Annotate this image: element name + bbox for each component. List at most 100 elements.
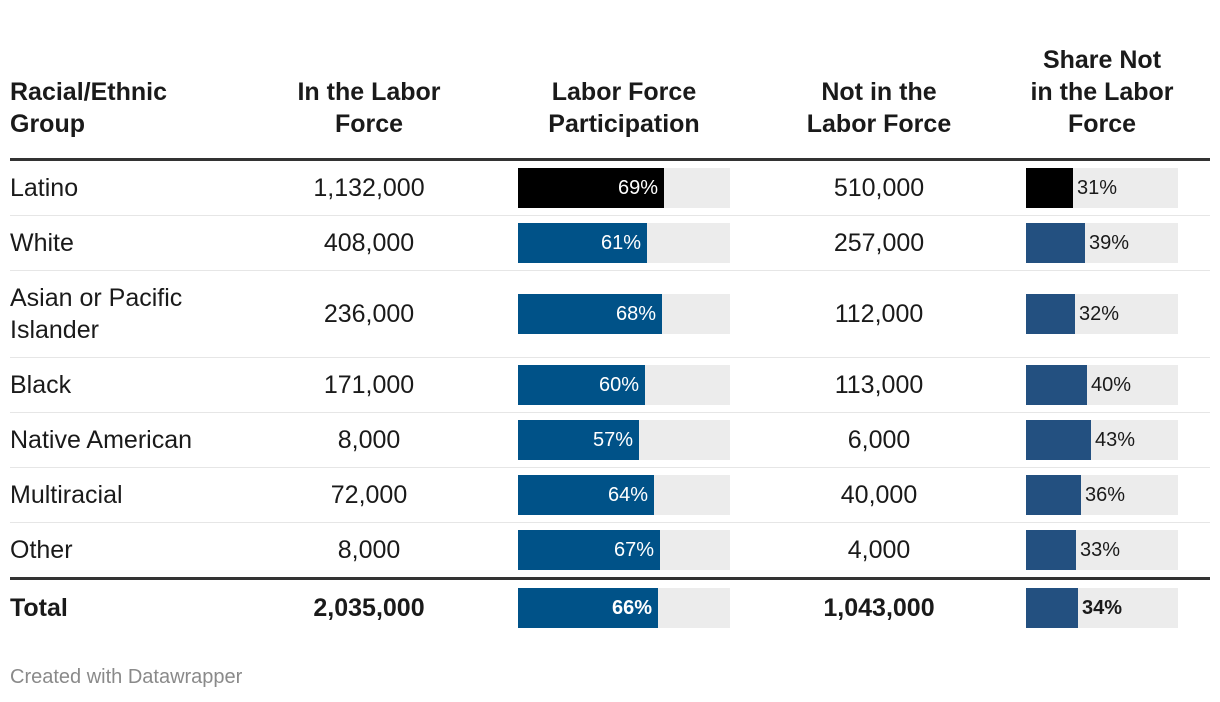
table-row: Other 8,000 67% 4,000 33%: [10, 523, 1210, 577]
group-label-line: Other: [10, 536, 73, 564]
share-bar-track: 33%: [1026, 530, 1178, 570]
not-in-labor-force-value: 257,000: [833, 229, 925, 257]
group-label-line: White: [10, 229, 74, 257]
lfp-bar-track: 61%: [518, 223, 730, 263]
lfp-bar: [518, 223, 647, 263]
share-label: 36%: [1085, 483, 1126, 506]
group-name: Other: [10, 523, 250, 577]
header-not-in-labor-force: Not in the Labor Force: [806, 78, 952, 138]
in-labor-force-value: 8,000: [337, 536, 401, 564]
share-bar: [1026, 168, 1073, 208]
share-bar: [1026, 530, 1076, 570]
lfp-bar-track: 69%: [518, 168, 730, 208]
lfp-label: 68%: [615, 302, 656, 325]
in-labor-force-value: 171,000: [323, 371, 415, 399]
not-in-labor-force-value: 112,000: [834, 300, 924, 328]
lfp-bar: [518, 475, 654, 515]
share-bar-track: 31%: [1026, 168, 1178, 208]
header-in-labor-force: In the Labor Force: [297, 78, 441, 138]
total-rule: [10, 577, 1210, 580]
group-label-line: Islander: [10, 316, 99, 344]
group-label-line: Asian or Pacific: [10, 284, 183, 312]
group-label: Total: [10, 592, 68, 624]
lfp-bar-track: 68%: [518, 294, 730, 334]
lfp-label: 67%: [613, 538, 654, 561]
lfp-bar-track: 64%: [518, 475, 730, 515]
group-label-line: Native American: [10, 426, 193, 454]
group-name: Native American: [10, 413, 250, 467]
lfp-bar-track: 67%: [518, 530, 730, 570]
group-label-line: Multiracial: [10, 481, 123, 509]
group-label-line: Total: [10, 594, 68, 622]
share-bar: [1026, 588, 1078, 628]
header-participation: Labor Force Participation: [548, 78, 700, 138]
in-labor-force-value: 72,000: [330, 481, 408, 509]
share-label: 34%: [1082, 596, 1123, 619]
share-label: 31%: [1077, 176, 1118, 199]
total-section: Total 2,035,000 66% 1,043,000 34%: [10, 580, 1210, 636]
share-bar-track: 40%: [1026, 365, 1178, 405]
table-row: Black 171,000 60% 113,000 40%: [10, 358, 1210, 413]
group-label: Black: [10, 369, 71, 401]
group-name: Total: [10, 580, 250, 636]
table-row: White 408,000 61% 257,000 39%: [10, 216, 1210, 271]
lfp-label: 64%: [607, 483, 648, 506]
share-label: 32%: [1079, 302, 1120, 325]
lfp-bar: [518, 294, 662, 334]
table-body: Latino 1,132,000 69% 510,000 31% White 408,000…: [10, 161, 1210, 577]
share-bar: [1026, 223, 1085, 263]
lfp-bar-track: 60%: [518, 365, 730, 405]
header-rule: [10, 158, 1210, 161]
lfp-label: 61%: [600, 231, 641, 254]
table-row: Asian or Pacific Islander 236,000 68% 112,00…: [10, 271, 1210, 358]
share-bar-track: 39%: [1026, 223, 1178, 263]
not-in-labor-force-value: 40,000: [840, 481, 918, 509]
group-name: Latino: [10, 161, 250, 215]
footer-credit: Created with Datawrapper: [10, 666, 243, 688]
group-label: Asian or Pacific Islander: [10, 282, 182, 346]
table-row: Latino 1,132,000 69% 510,000 31%: [10, 161, 1210, 216]
share-bar: [1026, 420, 1091, 460]
share-bar-track: 32%: [1026, 294, 1178, 334]
group-label: Other: [10, 534, 73, 566]
header-share-not: Share Not in the Labor Force: [1030, 46, 1174, 138]
lfp-bar: [518, 530, 660, 570]
total-row: Total 2,035,000 66% 1,043,000 34%: [10, 580, 1210, 636]
header-group: Racial/Ethnic Group: [10, 78, 167, 138]
lfp-bar: [518, 168, 664, 208]
group-name: White: [10, 216, 250, 270]
group-label: Latino: [10, 172, 78, 204]
table-header: Racial/Ethnic Group In the Labor Force Lab…: [10, 45, 1210, 158]
not-in-labor-force-value: 1,043,000: [823, 594, 935, 622]
lfp-bar: [518, 588, 658, 628]
group-label-line: Latino: [10, 174, 79, 202]
in-labor-force-value: 2,035,000: [313, 594, 425, 622]
share-bar: [1026, 294, 1075, 334]
lfp-label: 57%: [592, 428, 633, 451]
lfp-bar-track: 57%: [518, 420, 730, 460]
group-label: Multiracial: [10, 479, 123, 511]
not-in-labor-force-value: 4,000: [847, 536, 911, 564]
group-name: Black: [10, 358, 250, 412]
not-in-labor-force-value: 6,000: [847, 426, 911, 454]
lfp-bar-track: 66%: [518, 588, 730, 628]
share-label: 33%: [1080, 538, 1121, 561]
share-bar-track: 43%: [1026, 420, 1178, 460]
lfp-label: 60%: [598, 373, 639, 396]
lfp-label: 66%: [611, 596, 652, 619]
in-labor-force-value: 8,000: [337, 426, 401, 454]
lfp-bar: [518, 420, 639, 460]
in-labor-force-value: 236,000: [323, 300, 415, 328]
not-in-labor-force-value: 510,000: [833, 174, 925, 202]
share-label: 39%: [1089, 231, 1130, 254]
share-label: 43%: [1095, 428, 1136, 451]
group-label: Native American: [10, 424, 192, 456]
in-labor-force-value: 1,132,000: [313, 174, 425, 202]
group-name: Multiracial: [10, 468, 250, 522]
lfp-bar: [518, 365, 645, 405]
table-row: Multiracial 72,000 64% 40,000 36%: [10, 468, 1210, 523]
share-bar: [1026, 475, 1081, 515]
share-label: 40%: [1091, 373, 1132, 396]
group-name: Asian or Pacific Islander: [10, 271, 250, 357]
group-label: White: [10, 227, 74, 259]
